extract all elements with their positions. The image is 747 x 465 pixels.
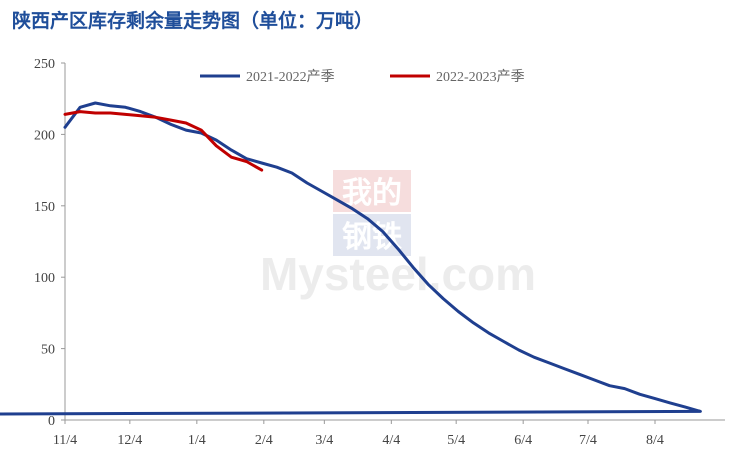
x-tick-label: 7/4 bbox=[579, 433, 597, 448]
y-tick-label: 0 bbox=[48, 414, 55, 429]
watermark-brand: Mysteel.com bbox=[260, 248, 536, 300]
series-lines bbox=[0, 101, 702, 416]
axes: 0 50 100 150 200 250 11/4 12/4 1/4 2/4 3/4 4/4 5/4 6/… bbox=[34, 57, 725, 448]
watermark-logo-middle: 钢铁 bbox=[342, 221, 402, 254]
y-tick-label: 100 bbox=[34, 271, 55, 286]
watermark: 我的 钢铁 Mysteel.com bbox=[260, 170, 536, 300]
x-tick-label: 1/4 bbox=[188, 433, 206, 448]
legend-label-2: 2022-2023产季 bbox=[436, 69, 525, 85]
series-line-2 bbox=[63, 110, 264, 172]
x-tick-label: 4/4 bbox=[382, 433, 400, 448]
series-line-1 bbox=[0, 101, 702, 416]
y-tick-label: 250 bbox=[34, 57, 55, 72]
chart-title: 陕西产区库存剩余量走势图（单位：万吨） bbox=[12, 10, 374, 32]
x-tick-label: 8/4 bbox=[646, 433, 664, 448]
y-tick-label: 200 bbox=[34, 128, 55, 143]
x-tick-label: 2/4 bbox=[255, 433, 273, 448]
y-tick-label: 150 bbox=[34, 200, 55, 215]
x-tick-label: 6/4 bbox=[514, 433, 532, 448]
x-tick-label: 3/4 bbox=[315, 433, 333, 448]
legend: 2021-2022产季 2022-2023产季 bbox=[200, 69, 525, 85]
x-tick-label: 11/4 bbox=[53, 433, 77, 448]
watermark-logo-top: 我的 bbox=[342, 177, 402, 210]
x-tick-label: 5/4 bbox=[447, 433, 465, 448]
legend-label-1: 2021-2022产季 bbox=[246, 69, 335, 85]
y-tick-label: 50 bbox=[41, 343, 55, 358]
x-tick-label: 12/4 bbox=[117, 433, 142, 448]
